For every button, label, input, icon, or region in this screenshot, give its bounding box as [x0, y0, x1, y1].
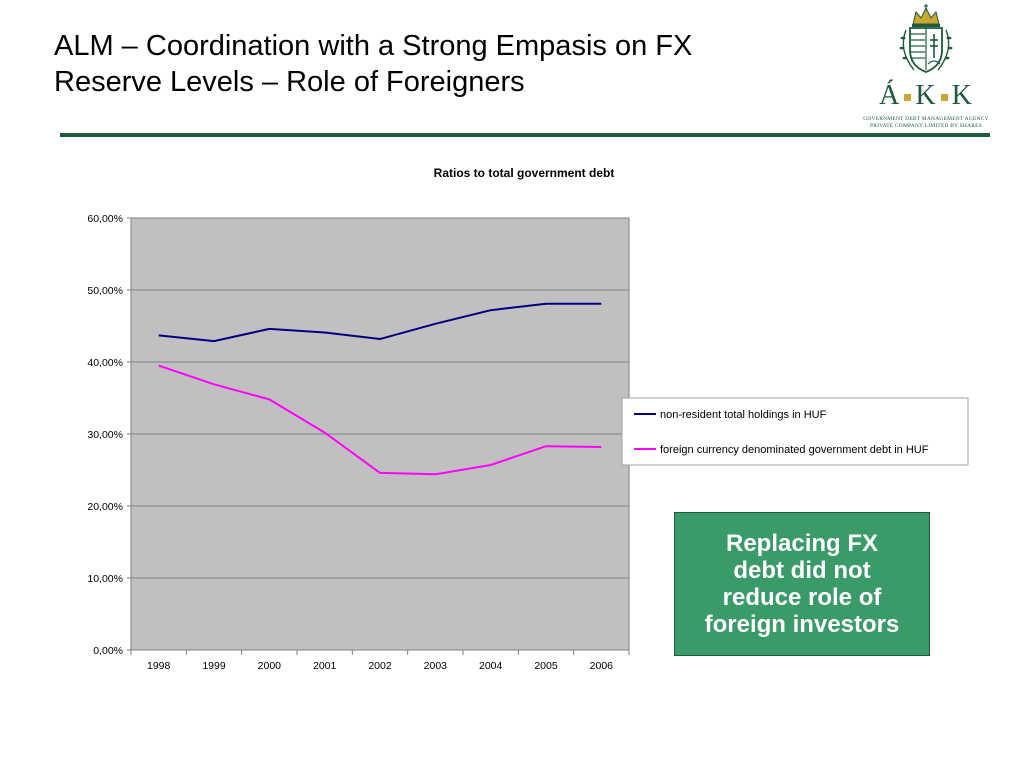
x-tick-label: 1999 [202, 660, 226, 672]
y-tick-label: 0,00% [93, 645, 123, 657]
x-tick-label: 1998 [147, 660, 171, 672]
series-line-1 [158, 302, 602, 343]
logo-dot-icon [904, 94, 912, 102]
logo-letter-3: K [951, 80, 973, 111]
grid-lines [131, 217, 629, 579]
logo-letter-2: K [915, 80, 937, 111]
chart-title: Ratios to total government debt [434, 166, 615, 180]
slide-title-line1: ALM – Coordination with a Strong Empasis… [54, 30, 693, 62]
x-tick-label: 2002 [368, 660, 392, 672]
y-tick-label: 10,00% [87, 573, 123, 585]
legend-label-series-1: non-resident total holdings in HUF [660, 409, 827, 421]
y-tick-label: 50,00% [87, 285, 123, 297]
legend: non-resident total holdings in HUF forei… [621, 397, 969, 466]
x-tick-label: 2000 [258, 660, 282, 672]
slide-title-line2: Reserve Levels – Role of Foreigners [54, 66, 525, 98]
y-axis: 0,00% 10,00% 20,00% 30,00% 40,00% 50,00% 60,00… [87, 213, 131, 657]
y-tick-label: 60,00% [87, 213, 123, 225]
series-line-2 [158, 364, 602, 476]
x-tick-label: 2003 [424, 660, 448, 672]
logo-subtitle-line2: PRIVATE COMPANY LIMITED BY SHARES [870, 123, 982, 129]
y-tick-label: 30,00% [87, 429, 123, 441]
series-lines [158, 302, 602, 476]
legend-box [621, 397, 969, 466]
callout-box: Replacing FX debt did not reduce role of… [674, 512, 930, 656]
x-axis: 1998 1999 2000 2001 2002 2003 2004 2005 2006 [130, 650, 630, 672]
x-tick-label: 2001 [313, 660, 337, 672]
slide-title: ALM – Coordination with a Strong Empasis… [54, 28, 834, 100]
x-tick-label: 2006 [590, 660, 614, 672]
callout-text: Replacing FX debt did not reduce role of… [704, 530, 900, 638]
title-divider [60, 133, 990, 137]
logo-dot-icon [940, 94, 948, 102]
logo-letter-1: Á [879, 80, 901, 111]
x-tick-label: 2004 [479, 660, 503, 672]
logo-subtitle-line1: GOVERNMENT DEBT MANAGEMENT AGENCY [863, 116, 989, 122]
y-tick-label: 20,00% [87, 501, 123, 513]
hungarian-coat-of-arms-icon [899, 4, 953, 73]
legend-label-series-2: foreign currency denominated government … [660, 444, 929, 456]
x-tick-label: 2005 [534, 660, 558, 672]
y-tick-label: 40,00% [87, 357, 123, 369]
